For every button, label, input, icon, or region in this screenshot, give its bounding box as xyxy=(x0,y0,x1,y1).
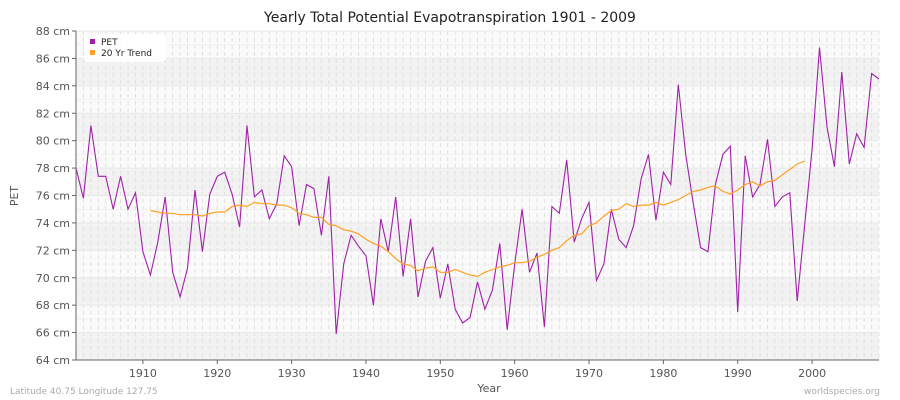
y-tick-label: 68 cm xyxy=(36,299,70,312)
y-tick-label: 70 cm xyxy=(36,272,70,285)
footer-source: worldspecies.org xyxy=(804,387,880,397)
pet-line xyxy=(75,47,880,335)
x-tick-label: 1960 xyxy=(501,367,529,380)
legend-label-trend: 20 Yr Trend xyxy=(101,49,152,59)
y-tick-label: 78 cm xyxy=(36,162,70,175)
x-tick-label: 1980 xyxy=(649,367,677,380)
y-tick-label: 66 cm xyxy=(36,327,70,340)
x-tick-label: 1950 xyxy=(426,367,454,380)
legend: PET 20 Yr Trend xyxy=(84,34,166,62)
x-tick-label: 1930 xyxy=(278,367,306,380)
x-axis-label: Year xyxy=(476,382,501,395)
trend-line xyxy=(150,160,805,278)
y-tick-label: 72 cm xyxy=(36,244,70,257)
x-tick-label: 1990 xyxy=(724,367,752,380)
x-tick-label: 1920 xyxy=(203,367,231,380)
y-tick-label: 84 cm xyxy=(36,80,70,93)
y-tick-label: 86 cm xyxy=(36,52,70,65)
footer-location: Latitude 40.75 Longitude 127.75 xyxy=(10,387,158,397)
chart-title: Yearly Total Potential Evapotranspiratio… xyxy=(263,10,636,26)
legend-swatch-pet xyxy=(90,39,95,44)
legend-swatch-trend xyxy=(90,50,95,55)
y-tick-label: 82 cm xyxy=(36,107,70,120)
x-tick-label: 2000 xyxy=(798,367,826,380)
y-axis-label: PET xyxy=(8,186,21,207)
x-tick-label: 1970 xyxy=(575,367,603,380)
y-tick-label: 80 cm xyxy=(36,135,70,148)
legend-label-pet: PET xyxy=(101,38,118,48)
y-tick-label: 74 cm xyxy=(36,217,70,230)
y-tick-label: 88 cm xyxy=(36,25,70,38)
y-tick-label: 76 cm xyxy=(36,190,70,203)
y-tick-label: 64 cm xyxy=(36,354,70,367)
x-tick-label: 1940 xyxy=(352,367,380,380)
x-tick-label: 1910 xyxy=(129,367,157,380)
